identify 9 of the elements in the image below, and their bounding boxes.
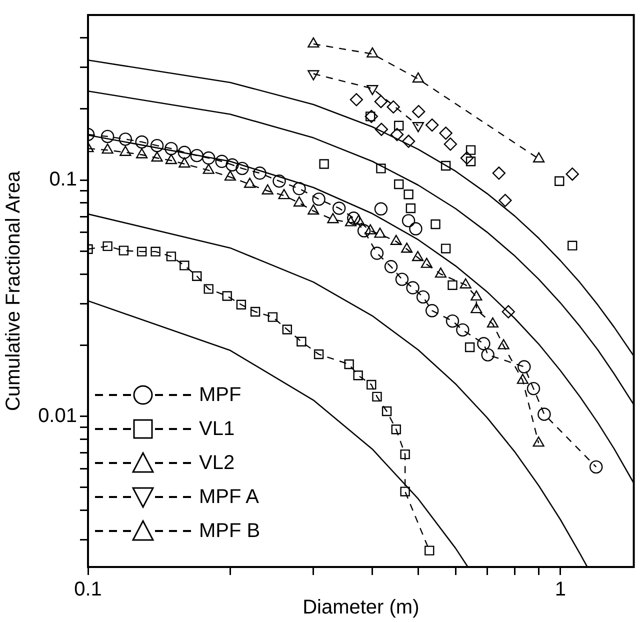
y-tick-label: 0.01: [38, 404, 77, 427]
legend-label: VL1: [199, 418, 235, 440]
x-axis-title: Diameter (m): [302, 596, 420, 619]
legend-label: MPF: [199, 384, 242, 406]
legend-label: MPF B: [199, 520, 260, 542]
y-axis-title: Cumulative Fractional Area: [2, 170, 25, 412]
x-tick-label: 1: [554, 578, 566, 601]
legend-label: MPF A: [199, 486, 260, 508]
legend-label: VL2: [199, 452, 235, 474]
